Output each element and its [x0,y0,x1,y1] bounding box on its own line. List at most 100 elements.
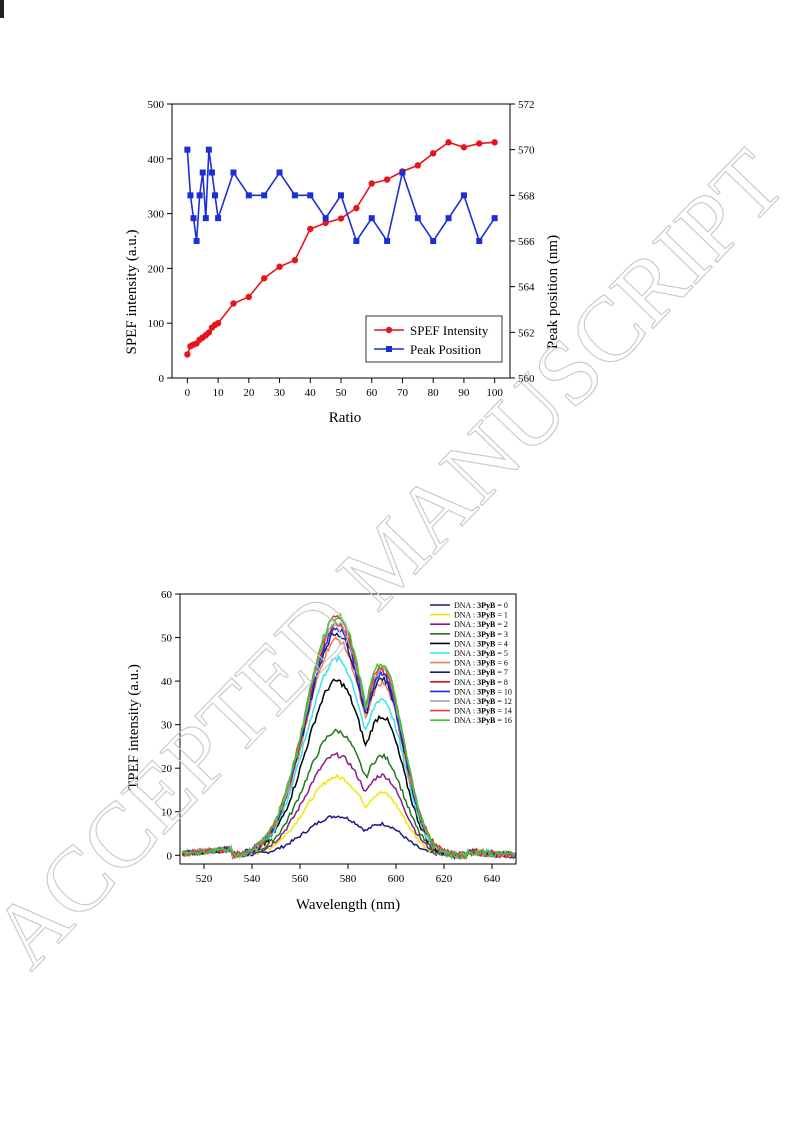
chart1-y2-tick-label: 560 [518,373,535,385]
peak-position-point [208,169,215,176]
peak-position-point [261,192,268,199]
chart2-x-tick-label: 620 [436,873,453,885]
chart2-y-axis-label: TPEF intensity (a.u.) [126,664,142,790]
chart2-y-tick-label: 60 [161,589,173,601]
chart1-y2-tick-label: 570 [518,145,535,157]
chart1-x-tick-label: 80 [428,387,440,399]
spectrum-line-16 [181,612,516,861]
peak-position-point [368,215,375,222]
spef-intensity-point [368,180,375,187]
peak-position-legend-marker [386,346,392,352]
spef-intensity-point [307,225,314,233]
chart1-x-tick-label: 50 [336,387,348,399]
chart2-x-tick-label: 540 [244,873,261,885]
legend-label-2: DNA : 3PyB = 2 [454,620,508,629]
chart1-y2-tick-label: 572 [518,99,535,111]
page-corner-mark [0,0,4,18]
chart1-y-tick-label: 500 [148,99,165,111]
chart1-x-axis-label: Ratio [329,410,362,426]
chart1-x-tick-label: 30 [274,387,286,399]
chart2-x-tick-label: 560 [292,873,309,885]
spectrum-line-2 [181,751,516,859]
spef-intensity-point [429,150,437,157]
peak-position-point [384,238,391,244]
peak-position-point [196,192,203,199]
peak-position-point [322,215,329,222]
chart2-x-axis-label: Wavelength (nm) [296,897,400,913]
spef-intensity-point [322,219,329,227]
tpef-spectra-chart: 520 540 560 580 600 620 640 0 10 20 30 40 50 60 DNA : … [126,589,517,913]
legend-label-8: DNA : 3PyB = 8 [454,678,508,687]
spef-intensity-point [260,275,268,282]
chart1-y-axis-label: SPEF intensity (a.u.) [124,229,140,354]
peak-position-point [212,192,219,199]
chart1-y2-tick-label: 566 [518,236,535,248]
spef-intensity-point [476,140,483,147]
peak-position-point [187,192,194,199]
legend-label-7: DNA : 3PyB = 7 [454,668,508,677]
peak-position-legend-label: Peak Position [410,342,482,357]
chart2-x-tick-label: 580 [340,873,357,885]
chart2-x-tick-label: 640 [484,873,501,885]
chart1-x-tick-label: 0 [185,387,191,399]
peak-position-point [205,146,212,153]
chart1-y2-tick-label: 562 [518,327,535,339]
legend-label-12: DNA : 3PyB = 12 [454,697,512,706]
peak-position-point [399,169,406,176]
chart1-x-tick-label: 70 [397,387,409,399]
spef-intensity-point [491,139,498,146]
peak-position-point [202,215,209,222]
chart2-y-tick-label: 50 [161,633,173,645]
peak-position-point [193,238,200,244]
spef-intensity-legend-label: SPEF Intensity [410,323,489,338]
peak-position-point [245,192,252,199]
peak-position-point [460,192,467,199]
legend-label-0: DNA : 3PyB = 0 [454,601,508,610]
spef-intensity-point [460,144,468,151]
spef-intensity-point [214,320,222,327]
chart1-x-tick-label: 10 [213,387,225,399]
chart1-x-tick-label: 90 [458,387,470,399]
peak-position-point [353,238,360,244]
spectrum-line-1 [181,773,516,859]
chart1-legend [365,315,503,363]
chart1-y-tick-label: 200 [148,263,165,275]
chart1-x-tick-label: 20 [243,387,255,399]
spef-intensity-point [184,351,191,358]
spef-intensity-point [353,204,360,212]
peak-position-point [199,169,206,176]
legend-label-1: DNA : 3PyB = 1 [454,611,508,620]
chart2-y-tick-label: 20 [161,763,173,775]
spef-intensity-point [337,215,345,222]
chart1-x-tick-label: 40 [305,387,317,399]
spef-intensity-point [230,300,237,307]
peak-position-point [215,215,222,222]
peak-position-point [414,215,421,222]
spectrum-line-3 [181,728,516,859]
peak-position-point [491,215,498,222]
spef-intensity-point [276,263,283,270]
peak-position-point [338,192,344,199]
peak-position-point [276,169,283,176]
spef-intensity-point [205,329,213,336]
chart1-x-tick-label: 60 [366,387,378,399]
legend-label-14: DNA : 3PyB = 14 [454,707,512,716]
spef-intensity-point [445,139,452,146]
peak-position-point [430,238,437,244]
legend-label-4: DNA : 3PyB = 4 [454,639,508,648]
peak-position-point [291,192,298,199]
spef-intensity-point [245,293,253,301]
peak-position-point [445,215,452,222]
peak-position-point [184,146,191,153]
spef-intensity-point [383,176,391,183]
chart2-plot-area: 520 540 560 580 600 620 640 0 10 20 30 40 50 60 DNA : … [161,589,517,885]
spef-intensity-peak-position-chart: 0 10 20 30 40 50 60 70 80 90 100 0 100 200 300 400 500 56… [124,99,561,426]
chart2-x-tick-label: 520 [196,873,213,885]
peak-position-point [190,215,197,222]
chart1-y2-tick-label: 564 [518,282,535,294]
chart1-y-tick-label: 100 [148,318,165,330]
spef-intensity-point [291,256,299,264]
chart2-y-tick-label: 0 [167,850,173,862]
legend-label-5: DNA : 3PyB = 5 [454,649,508,658]
chart2-y-tick-label: 10 [161,807,173,819]
